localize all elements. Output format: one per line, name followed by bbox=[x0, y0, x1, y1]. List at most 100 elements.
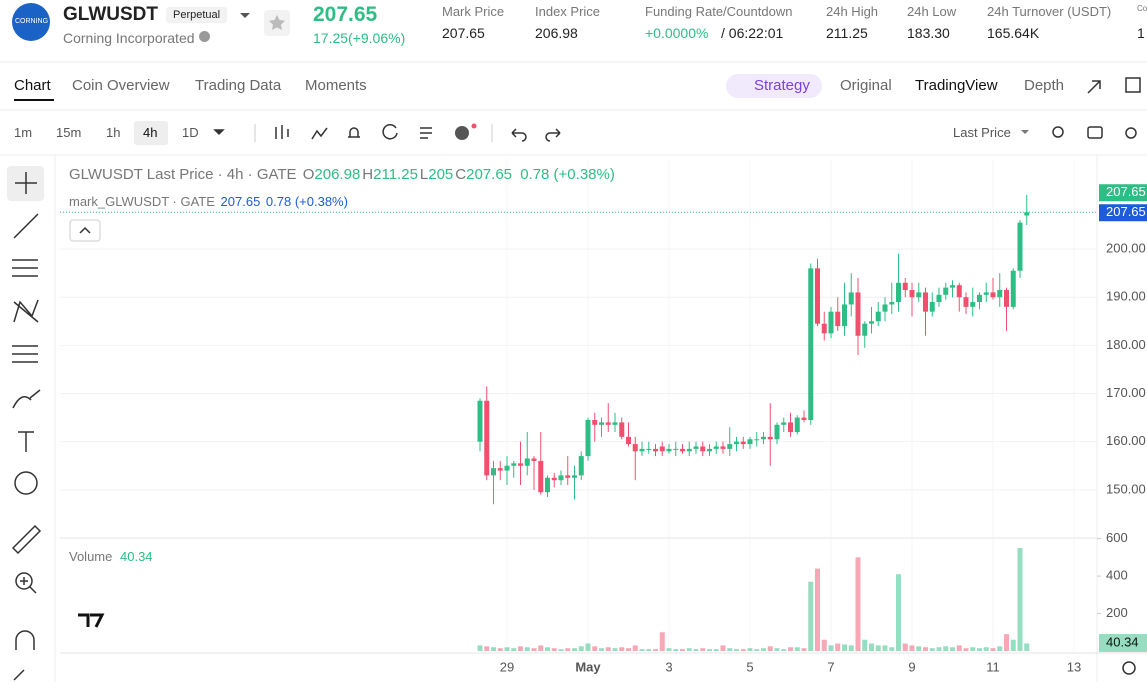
volume-bar bbox=[511, 648, 517, 651]
volume-bar bbox=[497, 648, 503, 651]
candle-body bbox=[794, 417, 800, 433]
view-tab[interactable]: Original bbox=[840, 77, 892, 94]
camera-icon[interactable] bbox=[1087, 126, 1103, 139]
volume-bar bbox=[754, 649, 760, 651]
window-icon[interactable] bbox=[1125, 77, 1141, 93]
interval[interactable]: 4h bbox=[143, 125, 158, 140]
view-tab[interactable]: Depth bbox=[1024, 77, 1065, 94]
stat-label: Corning bbox=[1137, 4, 1147, 13]
search-icon[interactable] bbox=[1052, 126, 1064, 138]
volume-bar bbox=[707, 649, 712, 651]
candle-body bbox=[491, 468, 496, 476]
alert-icon[interactable] bbox=[348, 127, 360, 138]
candle-body bbox=[801, 417, 807, 420]
zoom-tool[interactable] bbox=[15, 572, 33, 590]
axis-settings-icon[interactable] bbox=[1122, 661, 1136, 675]
candle-body bbox=[740, 441, 746, 445]
volume-bar bbox=[808, 581, 814, 651]
volume-bar bbox=[869, 643, 874, 651]
line-tool[interactable] bbox=[13, 213, 39, 239]
symbol[interactable]: GLWUSDT bbox=[63, 4, 158, 25]
interval[interactable]: 1D bbox=[182, 125, 199, 140]
collapse-icon bbox=[79, 226, 91, 234]
candle-body bbox=[605, 422, 611, 425]
candle-body bbox=[673, 448, 679, 450]
candle-body bbox=[808, 268, 814, 420]
tab[interactable]: Chart bbox=[14, 77, 51, 94]
interval[interactable]: 1m bbox=[14, 125, 33, 140]
volume-value: 40.34 bbox=[120, 549, 153, 564]
candle-body bbox=[950, 285, 955, 288]
view-tab[interactable]: TradingView bbox=[915, 77, 998, 94]
stat-value: +0.0000% bbox=[645, 25, 709, 41]
candle-body bbox=[754, 439, 760, 441]
price-type[interactable]: Last Price bbox=[953, 125, 1011, 140]
interval-dropdown[interactable] bbox=[213, 129, 225, 136]
candle-body bbox=[923, 292, 928, 312]
channel-tool[interactable] bbox=[12, 259, 38, 277]
volume-bar bbox=[720, 645, 726, 651]
candle-body bbox=[734, 441, 739, 445]
undo-icon[interactable] bbox=[511, 128, 527, 142]
tab[interactable]: Moments bbox=[305, 77, 367, 94]
strategy-pill bbox=[726, 74, 822, 98]
candle-body bbox=[902, 282, 908, 290]
pen-tool[interactable] bbox=[13, 669, 25, 681]
interval[interactable]: 15m bbox=[56, 125, 82, 140]
info-icon[interactable] bbox=[199, 31, 210, 42]
stat-value: 183.30 bbox=[907, 25, 950, 41]
volume-bar bbox=[666, 648, 672, 651]
x-tick-label: 13 bbox=[1067, 659, 1081, 674]
volume-bar bbox=[815, 568, 820, 651]
price-type-dropdown[interactable] bbox=[1021, 130, 1029, 134]
stat-label: Index Price bbox=[535, 4, 601, 19]
magnet-tool[interactable] bbox=[15, 630, 35, 650]
candle-body bbox=[578, 456, 584, 476]
template-icon[interactable] bbox=[420, 127, 432, 139]
mark-change: 0.78 (+0.38%) bbox=[265, 194, 348, 209]
collapse-button[interactable] bbox=[69, 219, 101, 242]
mark-legend: mark_GLWUSDT · GATE 207.65 0.78 (+0.38%) bbox=[69, 194, 350, 209]
emoji-tool[interactable] bbox=[14, 471, 38, 495]
volume-bar bbox=[842, 644, 847, 651]
candle-body bbox=[855, 292, 861, 336]
volume-bar bbox=[693, 649, 699, 651]
interval[interactable]: 1h bbox=[106, 125, 121, 140]
candle-type-icon[interactable] bbox=[275, 125, 289, 139]
ohlc-value: 206.98 bbox=[314, 166, 361, 183]
brush-tool[interactable] bbox=[12, 389, 41, 409]
volume-bar bbox=[626, 648, 631, 651]
volume-legend: Volume 40.34 bbox=[69, 549, 153, 564]
y-tick-label: 190.00 bbox=[1106, 289, 1146, 304]
add-icon[interactable] bbox=[455, 126, 469, 140]
volume-bar bbox=[558, 649, 564, 651]
text-tool[interactable] bbox=[18, 431, 34, 452]
indicator-icon[interactable] bbox=[311, 127, 328, 140]
fullscreen-icon[interactable] bbox=[1087, 80, 1101, 94]
fib-tool[interactable] bbox=[12, 345, 38, 363]
company-name: Corning Incorporated bbox=[63, 30, 195, 46]
ohlc-label: O bbox=[302, 166, 315, 183]
crosshair-tool[interactable] bbox=[15, 172, 37, 194]
stat-value: 206.98 bbox=[535, 25, 578, 41]
candle-body bbox=[558, 475, 564, 481]
settings-icon[interactable] bbox=[1125, 127, 1137, 139]
pattern-tool[interactable] bbox=[13, 299, 39, 323]
ohlc-label: L bbox=[419, 166, 429, 183]
left-toolbar bbox=[7, 166, 44, 681]
redo-icon[interactable] bbox=[545, 128, 561, 142]
tab[interactable]: Coin Overview bbox=[72, 77, 170, 94]
x-tick-label: May bbox=[575, 659, 601, 674]
dropdown-icon[interactable] bbox=[240, 13, 250, 18]
candle-body bbox=[767, 436, 773, 440]
volume-bar bbox=[855, 557, 861, 651]
volume-bar bbox=[963, 648, 969, 651]
volume-bar bbox=[531, 648, 537, 651]
volume-bar bbox=[1024, 643, 1030, 651]
last-price-tag-label: 207.65 bbox=[1106, 184, 1146, 199]
replay-icon[interactable] bbox=[382, 124, 398, 140]
view-tab[interactable]: Strategy bbox=[754, 77, 810, 94]
ruler-tool[interactable] bbox=[11, 524, 42, 555]
volume-bar bbox=[632, 645, 638, 651]
tab[interactable]: Trading Data bbox=[195, 77, 282, 94]
